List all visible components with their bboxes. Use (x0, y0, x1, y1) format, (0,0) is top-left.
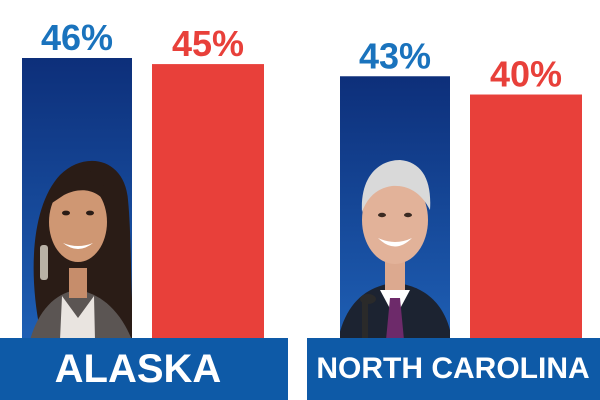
band-alaska (0, 338, 288, 400)
bar-alaska-rep (152, 64, 264, 338)
bar-nc-rep (470, 94, 582, 339)
chart-north-carolina: 43% 40% NORTH CAROLINA (307, 35, 600, 400)
label-nc-dem: 43% (359, 35, 431, 76)
label-alaska-rep: 45% (172, 23, 244, 64)
state-label-nc: NORTH CAROLINA (316, 352, 589, 385)
label-alaska-dem: 46% (41, 17, 113, 58)
candidate-photo-alaska (30, 160, 132, 338)
candidate-photo-nc (340, 160, 450, 340)
label-nc-rep: 40% (490, 54, 562, 95)
band-nc (307, 338, 600, 400)
chart-alaska: 46% 45% ALASKA (0, 17, 288, 400)
state-label-alaska: ALASKA (55, 347, 222, 391)
